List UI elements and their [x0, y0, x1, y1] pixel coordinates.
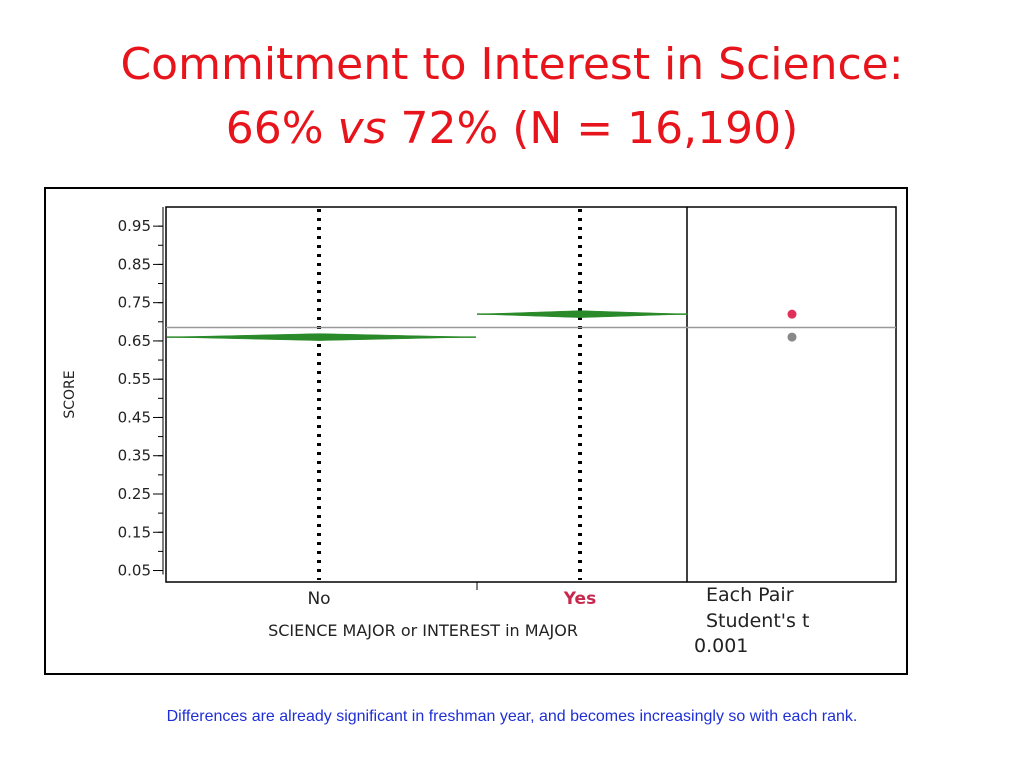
- comparison-label-line-2: Student's t: [706, 610, 809, 632]
- x-category-label-yes: Yes: [563, 589, 596, 609]
- score-chart: 0.05 0.15 0.25 0.35 0.45 0.55 0.65 0.75 0.85 0.95…: [62, 206, 897, 657]
- comparison-alpha: 0.001: [694, 635, 748, 657]
- slide-caption: Differences are already significant in f…: [166, 708, 858, 725]
- plot-area: [165, 206, 897, 583]
- y-tick-label: 0.85: [118, 255, 151, 273]
- title-percent-yes-n: 72% (N = 16,190): [386, 103, 799, 154]
- chart-frame: 0.05 0.15 0.25 0.35 0.45 0.55 0.65 0.75 0.85 0.95…: [44, 187, 908, 675]
- title-vs: vs: [337, 103, 387, 154]
- slide-title-line-1: Commitment to Interest in Science:: [120, 39, 904, 90]
- comparison-label-line-1: Each Pair: [706, 584, 794, 606]
- title-percent-no: 66%: [225, 103, 338, 154]
- y-tick-label: 0.45: [118, 408, 151, 426]
- y-tick-label: 0.05: [118, 562, 151, 580]
- comparison-circle-yes: [787, 309, 797, 319]
- y-tick-label: 0.55: [118, 370, 151, 388]
- slide-title-line-2: 66% vs 72% (N = 16,190): [0, 102, 1024, 156]
- y-tick-label: 0.35: [118, 447, 151, 465]
- y-tick-label: 0.15: [118, 523, 151, 541]
- y-tick-label: 0.75: [118, 294, 151, 312]
- x-axis-label: SCIENCE MAJOR or INTEREST in MAJOR: [268, 621, 578, 640]
- comparison-circle-no: [787, 332, 797, 342]
- y-tick-label: 0.25: [118, 485, 151, 503]
- y-tick-label: 0.65: [118, 332, 151, 350]
- x-category-label-no: No: [307, 589, 330, 609]
- y-axis-label: SCORE: [62, 370, 78, 418]
- y-tick-label: 0.95: [118, 217, 151, 235]
